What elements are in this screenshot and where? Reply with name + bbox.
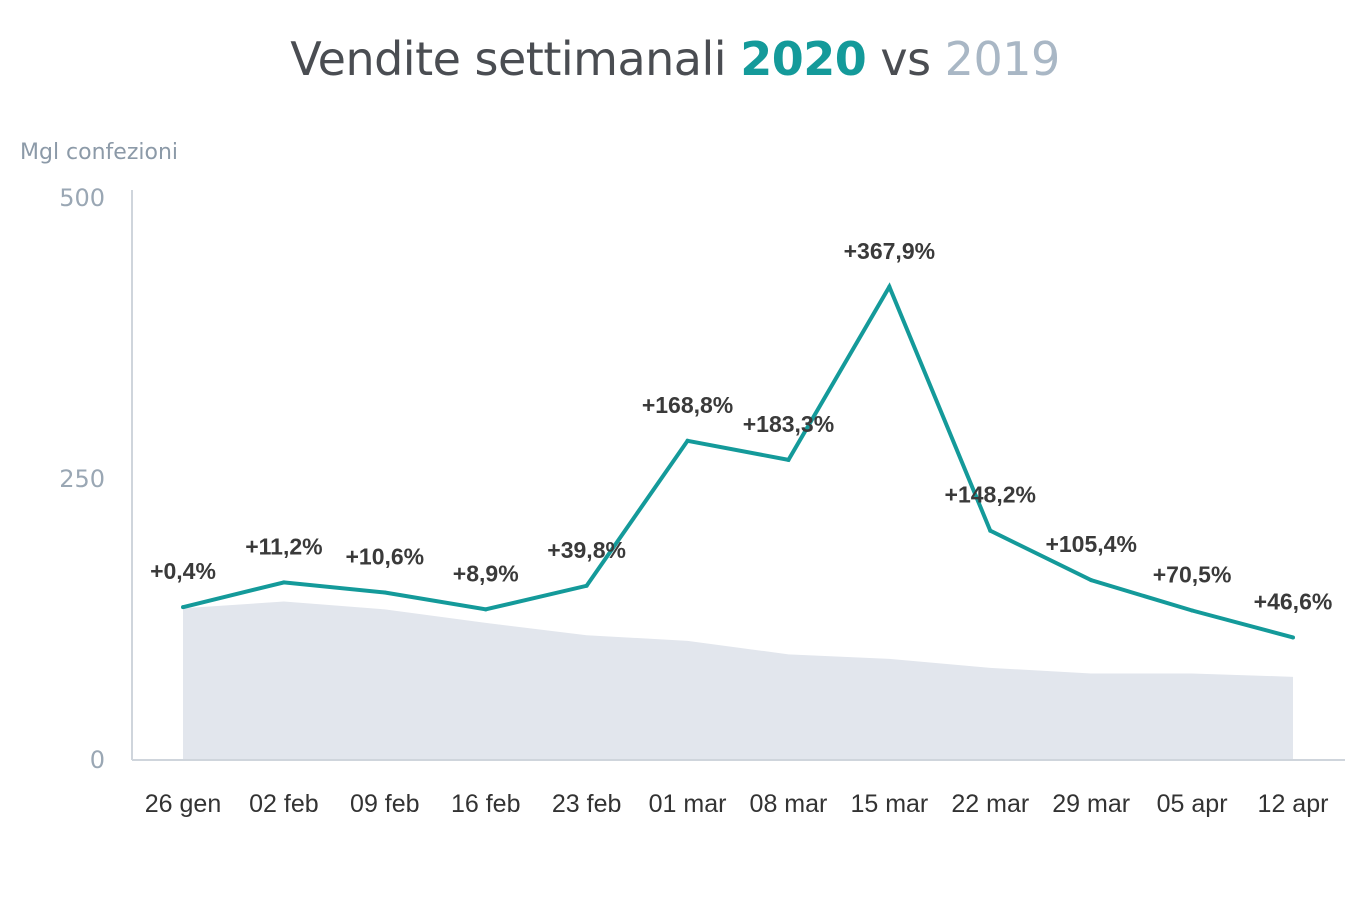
title-vs: vs [880, 32, 931, 86]
data-label: +39,8% [547, 537, 626, 563]
x-tick-label: 23 feb [552, 790, 622, 818]
x-tick-label: 08 mar [750, 790, 828, 818]
data-label: +367,9% [844, 238, 935, 264]
x-tick-label: 05 apr [1157, 790, 1228, 818]
series-2020-point [382, 590, 387, 595]
data-label: +70,5% [1153, 562, 1232, 588]
title-year-2019: 2019 [944, 32, 1061, 86]
data-label: +183,3% [743, 411, 834, 437]
x-tick-label: 12 apr [1258, 790, 1329, 818]
series-2019-area [183, 601, 1293, 760]
x-tick-label: 26 gen [145, 790, 221, 818]
data-label: +8,9% [453, 560, 519, 586]
series-2020-point [584, 583, 589, 588]
x-tick-label: 15 mar [850, 790, 928, 818]
series-2020-point [786, 457, 791, 462]
data-label: +11,2% [245, 533, 322, 559]
x-tick-label: 16 feb [451, 790, 521, 818]
title-year-2020: 2020 [740, 32, 867, 86]
x-tick-label: 02 feb [249, 790, 319, 818]
x-tick-label: 29 mar [1052, 790, 1130, 818]
series-2020-point [1291, 635, 1295, 640]
data-label: +148,2% [945, 482, 1036, 508]
chart-title: Vendite settimanali 2020 vs 2019 [0, 32, 1350, 86]
title-main: Vendite settimanali [290, 32, 727, 86]
data-label: +46,6% [1254, 588, 1333, 614]
data-label-layer: +0,4% +11,2% +10,6% +8,9% +39,8% +168,8% +183,… [150, 238, 1332, 615]
y-axis-unit-label: Mgl confezioni [20, 140, 179, 165]
series-2020-point [887, 284, 892, 289]
series-2020-point [181, 605, 185, 610]
series-2020-line [182, 282, 1294, 640]
x-tick-label: 22 mar [951, 790, 1029, 818]
series-2020-point [685, 438, 690, 443]
data-label: +105,4% [1045, 531, 1136, 557]
x-tick-label: 01 mar [649, 790, 727, 818]
y-tick-label: 500 [59, 184, 105, 212]
data-label: +0,4% [150, 558, 216, 584]
y-tick-label: 0 [90, 746, 105, 774]
series-2020-point [281, 580, 286, 585]
line-layer [181, 282, 1295, 640]
series-2020-point [1190, 608, 1195, 613]
series-2020-point [483, 607, 488, 612]
tick-layer: 0 250 500 26 gen 02 feb 09 feb 16 feb 23 feb 01 … [59, 184, 1328, 818]
data-label: +168,8% [642, 392, 733, 418]
x-tick-label: 09 feb [350, 790, 420, 818]
series-2020-point [988, 528, 993, 533]
area-layer [183, 601, 1293, 760]
series-2020-point [1089, 578, 1094, 583]
axis-layer [131, 190, 1345, 761]
data-label: +10,6% [345, 544, 424, 570]
y-tick-label: 250 [59, 465, 105, 493]
